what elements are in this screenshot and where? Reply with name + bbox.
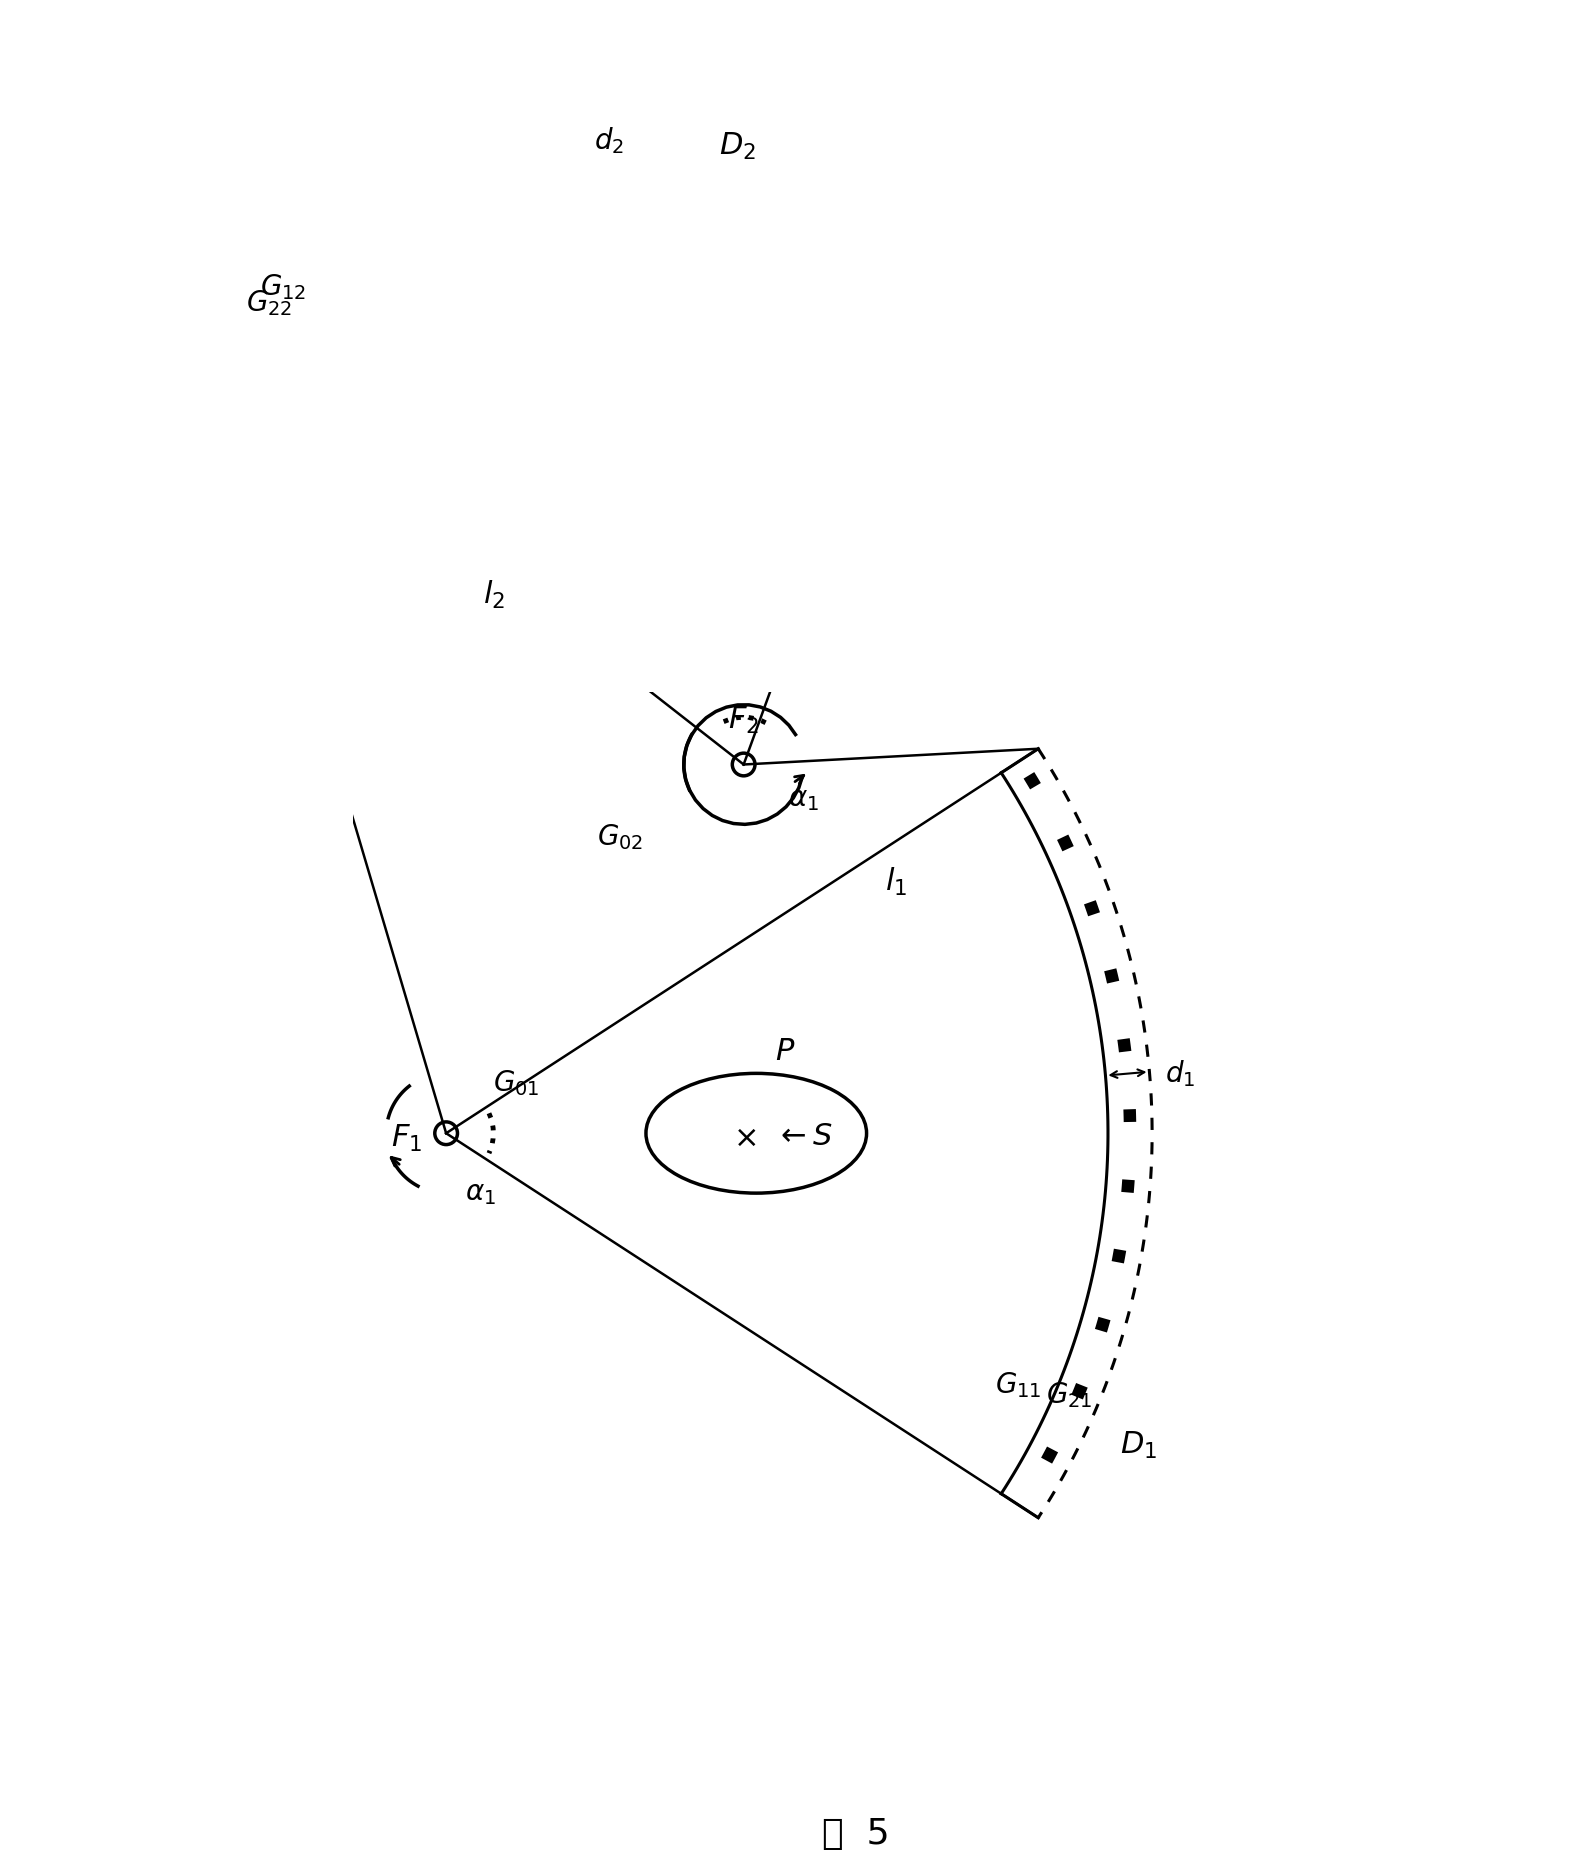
Text: $F_1$: $F_1$	[391, 1123, 423, 1153]
Text: 图  5: 图 5	[821, 1818, 890, 1851]
Text: $\alpha_1$: $\alpha_1$	[788, 784, 818, 812]
Text: $d_2$: $d_2$	[593, 125, 624, 157]
Text: $G_{12}$: $G_{12}$	[260, 271, 306, 301]
Text: $G_{02}$: $G_{02}$	[597, 822, 643, 852]
Text: $D_2$: $D_2$	[719, 131, 756, 163]
Text: $\times$: $\times$	[734, 1123, 756, 1153]
Text: $l_1$: $l_1$	[885, 865, 908, 899]
Text: $G_{01}$: $G_{01}$	[493, 1067, 539, 1097]
Text: $G_{21}$: $G_{21}$	[1046, 1380, 1093, 1410]
Text: $G_{22}$: $G_{22}$	[246, 288, 292, 318]
Text: $\leftarrow S$: $\leftarrow S$	[775, 1121, 833, 1151]
Text: $P$: $P$	[775, 1037, 796, 1065]
Text: $d_1$: $d_1$	[1166, 1058, 1195, 1090]
Text: $G_{11}$: $G_{11}$	[995, 1370, 1042, 1400]
Text: $F_2$: $F_2$	[729, 706, 759, 736]
Text: $l_2$: $l_2$	[483, 578, 504, 610]
Text: $\alpha_1$: $\alpha_1$	[466, 1179, 496, 1207]
Text: $D_1$: $D_1$	[1120, 1430, 1156, 1462]
